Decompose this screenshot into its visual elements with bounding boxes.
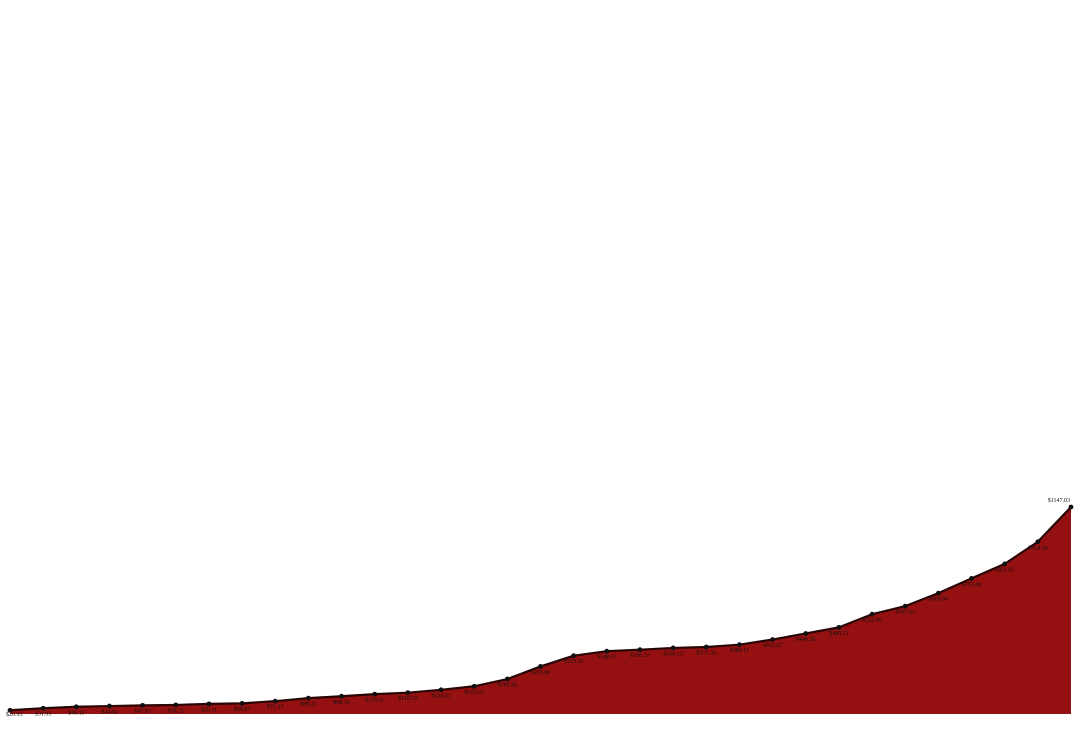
data-point — [372, 691, 378, 697]
data-label: $831.61 — [995, 566, 1015, 573]
data-label: $40.11 — [68, 709, 84, 716]
data-point — [272, 698, 278, 704]
data-label: $371.36 — [697, 649, 717, 656]
data-point — [670, 645, 676, 651]
data-label: $323.26 — [564, 658, 584, 665]
data-point — [1035, 539, 1041, 545]
data-point — [538, 664, 543, 669]
data-point — [737, 642, 742, 648]
data-point — [107, 703, 112, 709]
data-point — [637, 647, 643, 653]
data-label: $552.96 — [862, 617, 882, 624]
data-label: $110.11 — [365, 697, 384, 704]
data-label: $384.11 — [730, 647, 749, 654]
data-point — [703, 644, 709, 650]
data-point — [471, 683, 477, 689]
data-points — [7, 504, 1074, 713]
data-point — [73, 704, 79, 710]
data-point — [339, 693, 344, 699]
data-label: $56.11 — [201, 706, 217, 713]
data-point — [504, 676, 510, 682]
data-point — [902, 603, 908, 609]
data-point — [604, 648, 610, 654]
data-label: $1147.03 — [1048, 497, 1070, 504]
data-label: $20.93 — [6, 711, 23, 718]
data-label: $366.13 — [663, 650, 683, 657]
data-label: $98.33 — [333, 699, 350, 706]
data-point — [206, 701, 212, 707]
data-point — [239, 700, 245, 706]
data-point — [1002, 561, 1008, 567]
data-labels: $20.93 $31.93 $40.11 $44.04 $47.87 $50.21 $56.… — [6, 497, 1070, 718]
data-point — [803, 631, 809, 636]
data-label: $153.67 — [464, 689, 484, 696]
data-point — [405, 690, 411, 696]
data-label: $348.11 — [597, 654, 616, 661]
data-point — [571, 653, 577, 659]
data-label: $44.04 — [101, 709, 118, 716]
data-label: $669.66 — [929, 596, 949, 603]
data-label: $134.01 — [431, 692, 451, 699]
data-label: $58.87 — [234, 706, 251, 713]
data-label: $412.67 — [763, 642, 783, 649]
data-point — [306, 695, 311, 701]
data-point — [438, 687, 444, 693]
area-fill — [10, 507, 1071, 714]
data-label: $71.17 — [267, 704, 284, 711]
data-label: $480.11 — [829, 630, 848, 637]
data-point — [7, 707, 13, 713]
data-label: $751.36 — [962, 581, 982, 588]
data-point — [1068, 504, 1074, 510]
data-label: $356.33 — [630, 652, 650, 659]
data-label: $263.66 — [531, 669, 551, 676]
data-point — [770, 637, 775, 642]
data-label: $954.36 — [1028, 544, 1048, 551]
data-point — [173, 702, 179, 708]
data-label: $88.13 — [300, 701, 317, 708]
data-label: $118.17 — [398, 695, 417, 702]
data-label: $446.26 — [796, 636, 816, 643]
data-point — [869, 611, 875, 617]
data-point — [40, 705, 46, 711]
data-label: $47.87 — [134, 708, 151, 715]
data-label: $193.56 — [498, 682, 518, 689]
data-label: $50.21 — [168, 707, 185, 714]
data-point — [140, 702, 146, 708]
data-point — [836, 624, 842, 630]
data-point — [969, 576, 974, 581]
data-label: $597.83 — [895, 609, 915, 616]
data-label: $31.93 — [35, 711, 52, 718]
data-point — [935, 590, 941, 596]
